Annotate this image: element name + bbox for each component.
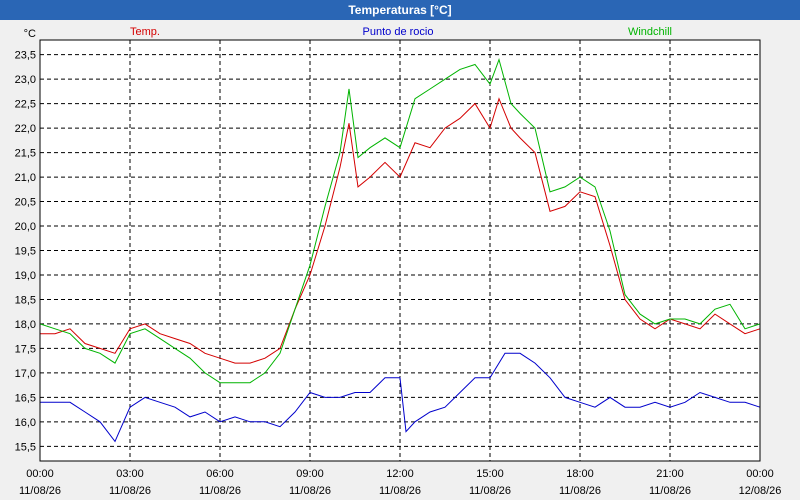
y-tick-label: 15,5 bbox=[15, 441, 36, 453]
y-tick-label: 18,0 bbox=[15, 319, 36, 331]
series-lines bbox=[39, 57, 761, 443]
x-tick-date: 11/08/26 bbox=[109, 485, 151, 497]
axes: 15,5 16,0 16,5 17,0 17,5 18,0 18,5 19,0 19,5 20,0… bbox=[15, 28, 782, 497]
x-tick-date: 11/08/26 bbox=[199, 485, 241, 497]
x-tick-label: 03:00 bbox=[116, 468, 144, 480]
y-tick-label: 19,0 bbox=[15, 270, 36, 282]
y-tick-label: 22,5 bbox=[15, 99, 36, 111]
x-tick-date: 12/08/26 bbox=[739, 485, 782, 497]
x-tick-label: 15:00 bbox=[476, 468, 504, 480]
legend-entry-temp-: Temp. bbox=[130, 26, 160, 38]
series-line-windchill bbox=[39, 57, 761, 384]
temperature-chart: Temp. Punto de rocio Windchill 15,5 16,0 16,… bbox=[15, 26, 782, 497]
y-tick-label: 21,5 bbox=[15, 148, 36, 160]
series-line-punto-de-rocio bbox=[40, 352, 761, 443]
legend-entry-punto-de-rocio: Punto de rocio bbox=[363, 26, 434, 38]
plot-border bbox=[39, 39, 761, 462]
legend-entry-windchill: Windchill bbox=[628, 26, 672, 38]
window-title: Temperaturas [°C] bbox=[0, 0, 800, 20]
y-tick-label: 20,0 bbox=[15, 221, 36, 233]
x-tick-label: 12:00 bbox=[386, 468, 414, 480]
y-tick-label: 23,0 bbox=[15, 74, 36, 86]
x-tick-date: 11/08/26 bbox=[469, 485, 511, 497]
y-tick-label: 19,5 bbox=[15, 246, 36, 258]
y-tick-label: 16,0 bbox=[15, 417, 36, 429]
y-tick-label: 17,0 bbox=[15, 368, 36, 380]
y-tick-label: 22,0 bbox=[15, 123, 36, 135]
y-tick-label: 23,5 bbox=[15, 50, 36, 62]
y-tick-label: 20,5 bbox=[15, 197, 36, 209]
x-tick-label: 06:00 bbox=[206, 468, 234, 480]
x-tick-date: 11/08/26 bbox=[649, 485, 691, 497]
x-tick-label: 21:00 bbox=[656, 468, 684, 480]
x-tick-date: 11/08/26 bbox=[289, 485, 331, 497]
x-tick-label: 18:00 bbox=[566, 468, 594, 480]
series-line-temp- bbox=[40, 97, 761, 364]
grid bbox=[39, 40, 761, 461]
x-tick-label: 00:00 bbox=[746, 468, 774, 480]
x-tick-date: 11/08/26 bbox=[19, 485, 61, 497]
x-tick-label: 09:00 bbox=[296, 468, 324, 480]
y-axis-unit: °C bbox=[24, 28, 36, 40]
x-tick-label: 00:00 bbox=[26, 468, 54, 480]
x-tick-date: 11/08/26 bbox=[379, 485, 421, 497]
x-tick-date: 11/08/26 bbox=[559, 485, 601, 497]
y-tick-label: 21,0 bbox=[15, 172, 36, 184]
y-tick-label: 16,5 bbox=[15, 392, 36, 404]
legend: Temp. Punto de rocio Windchill bbox=[130, 26, 672, 38]
y-tick-label: 17,5 bbox=[15, 343, 36, 355]
y-tick-label: 18,5 bbox=[15, 294, 36, 306]
